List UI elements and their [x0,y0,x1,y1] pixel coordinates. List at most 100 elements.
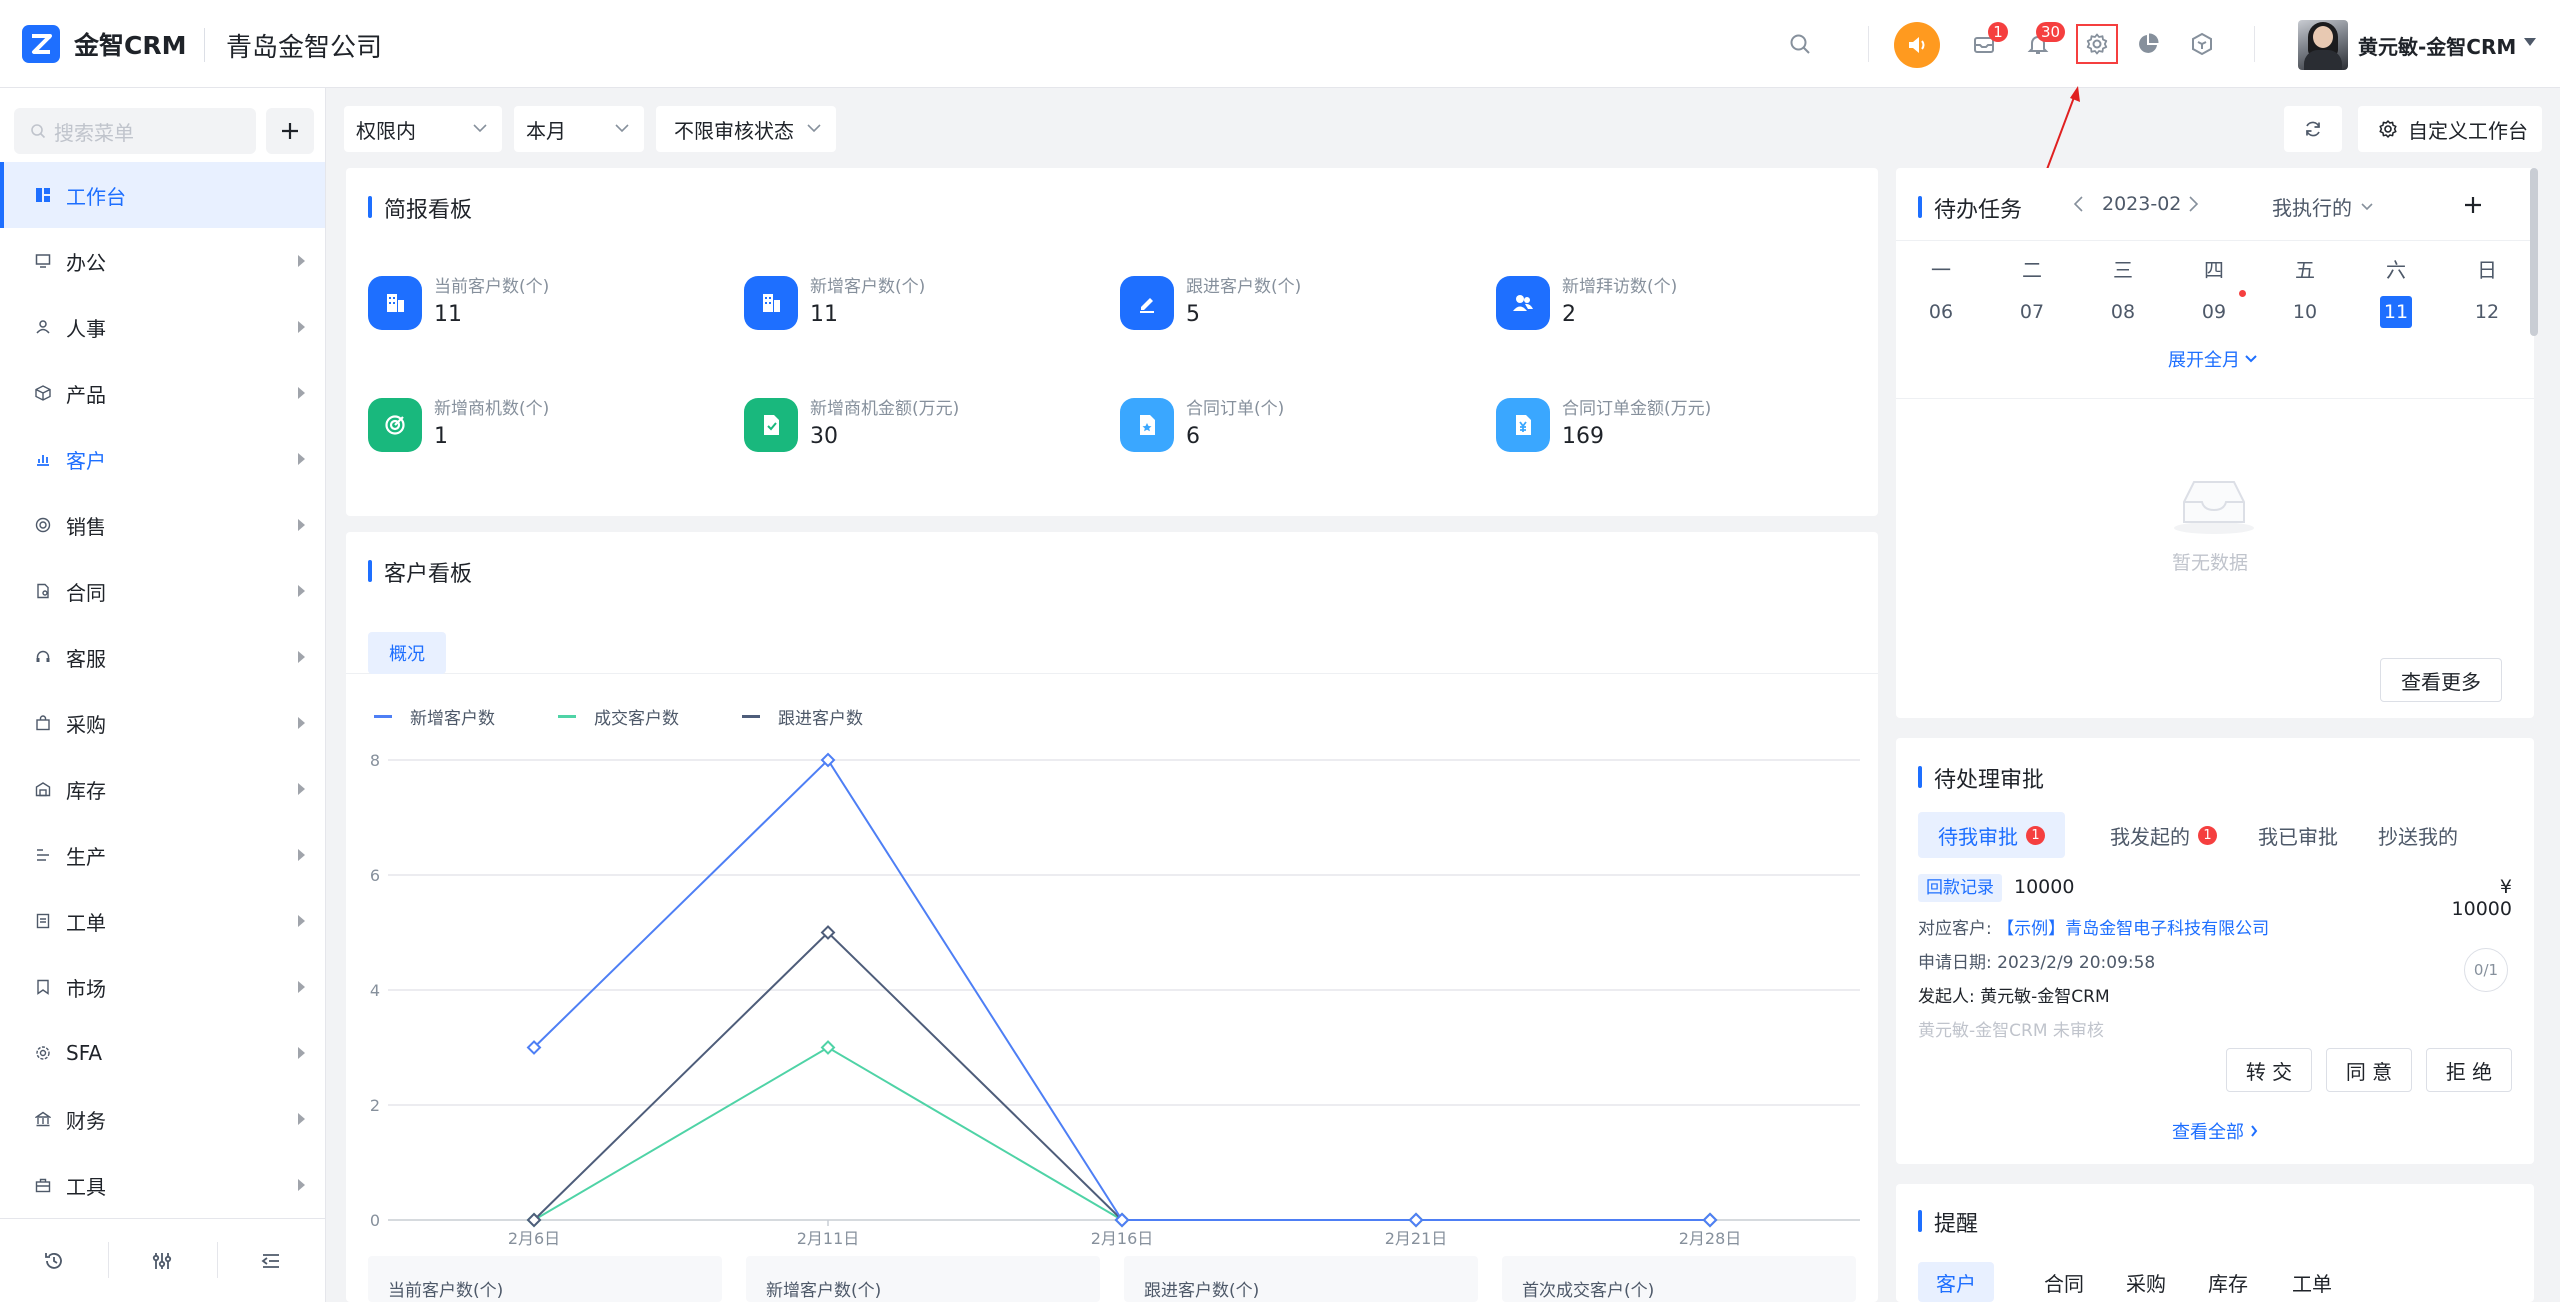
toolbox-icon [34,1176,52,1194]
tab-approved-by-me[interactable]: 我已审批 [2258,824,2338,849]
sidebar-item-production[interactable]: 生产 [0,822,325,888]
tab-badge: 1 [2198,825,2217,845]
period-select[interactable]: 本月 [514,106,644,152]
stat-new-visits[interactable]: 新增拜访数(个) 2 [1496,272,1836,352]
data-point [1408,1212,1424,1228]
weekday-fri: 五 [2295,258,2315,282]
sidebar-item-purchase[interactable]: 采购 [0,690,325,756]
dashboard-icon [34,186,52,204]
scope-select[interactable]: 权限内 [344,106,502,152]
announcement-speaker-icon[interactable] [1894,22,1940,68]
calendar-day-selected[interactable]: 11 [2380,296,2412,328]
calendar-day[interactable]: 07 [2019,301,2045,323]
adjust-sliders-icon[interactable] [108,1241,216,1278]
calendar-day[interactable]: 08 [2110,301,2136,323]
sidebar-item-contract[interactable]: 合同 [0,558,325,624]
calendar-day[interactable]: 06 [1928,301,1954,323]
tab-overview[interactable]: 概况 [368,632,446,674]
refresh-icon [2306,121,2320,137]
legend-followup-customers[interactable]: 跟进客户数 [742,704,863,729]
stat-opportunity-amount[interactable]: 新增商机金额(万元) 30 [744,394,1084,474]
audit-status-value: 不限审核状态 [674,118,794,143]
tab-cc-me[interactable]: 抄送我的 [2378,824,2458,849]
pie-chart-icon[interactable] [2130,26,2166,62]
legend-closed-customers[interactable]: 成交客户数 [558,704,679,729]
mini-card-first-deal[interactable]: 首次成交客户(个) [1502,1256,1856,1302]
sidebar-item-ticket[interactable]: 工单 [0,888,325,954]
audit-status-select[interactable]: 不限审核状态 [656,106,836,152]
stat-followup-customers[interactable]: 跟进客户数(个) 5 [1120,272,1460,352]
search-icon[interactable] [1782,26,1818,62]
sidebar-item-finance[interactable]: 财务 [0,1086,325,1152]
approvals-title: 待处理审批 [1918,762,2044,794]
view-all-link[interactable]: 查看全部 [2172,1118,2258,1144]
reminder-tab-ticket[interactable]: 工单 [2292,1272,2332,1296]
stat-new-opportunities[interactable]: 新增商机数(个) 1 [368,394,708,474]
reminder-tab-customer[interactable]: 客户 [1918,1262,1994,1302]
mini-card-current[interactable]: 当前客户数(个) [368,1256,722,1302]
avatar[interactable] [2298,20,2348,70]
data-point [526,1212,542,1228]
customize-workbench-button[interactable]: 自定义工作台 [2358,106,2542,152]
hexagon-icon[interactable] [2184,26,2220,62]
reminder-tab-inventory[interactable]: 库存 [2208,1272,2248,1296]
prev-month-icon[interactable] [2072,194,2086,214]
stat-contract-amount[interactable]: 合同订单金额(万元) 169 [1496,394,1836,474]
mini-card-new[interactable]: 新增客户数(个) [746,1256,1100,1302]
calendar-day[interactable]: 09 [2201,301,2227,323]
record-code: 10000 [2014,876,2075,898]
stat-current-customers[interactable]: 当前客户数(个) 11 [368,272,708,352]
calendar-day[interactable]: 10 [2292,301,2318,323]
sidebar-item-sfa[interactable]: SFA [0,1020,325,1086]
sidebar-item-tools[interactable]: 工具 [0,1152,325,1218]
message-inbox-icon[interactable] [1966,26,2002,62]
refresh-button[interactable] [2284,106,2342,152]
sidebar-item-market[interactable]: 市场 [0,954,325,1020]
tab-underline [346,673,1878,674]
view-more-button[interactable]: 查看更多 [2380,658,2502,702]
stat-label: 新增商机数(个) [434,399,550,419]
sidebar-item-product[interactable]: 产品 [0,360,325,426]
caret-down-icon[interactable] [2522,36,2538,48]
reminder-tab-purchase[interactable]: 采购 [2126,1272,2166,1296]
stat-new-customers[interactable]: 新增客户数(个) 11 [744,272,1084,352]
user-name[interactable]: 黄元敏-金智CRM [2358,35,2517,59]
customer-link[interactable]: 【示例】青岛金智电子科技有限公司 [1997,919,2270,939]
brand-name: 金智CRM [74,31,187,60]
stat-label: 当前客户数(个) [434,277,550,297]
y-tick-label: 0 [370,1211,380,1230]
sidebar-item-inventory[interactable]: 库存 [0,756,325,822]
expand-month-link[interactable]: 展开全月 [2168,346,2258,372]
sidebar-item-workbench[interactable]: 工作台 [0,162,325,228]
reminder-tab-contract[interactable]: 合同 [2044,1272,2084,1296]
sidebar-item-label: 人事 [66,316,106,341]
sidebar-item-label: 工作台 [66,184,126,209]
next-month-icon[interactable] [2186,194,2200,214]
menu-search-input[interactable]: 搜索菜单 [14,108,256,154]
sidebar-item-office[interactable]: 办公 [0,228,325,294]
scrollbar[interactable] [2530,168,2538,336]
add-button[interactable] [266,108,314,154]
tab-initiated-by-me[interactable]: 我发起的 1 [2110,812,2217,858]
sidebar-item-service[interactable]: 客服 [0,624,325,690]
sidebar-item-sales[interactable]: 销售 [0,492,325,558]
calendar-day[interactable]: 12 [2474,301,2500,323]
tab-pending-my-approval[interactable]: 待我审批 1 [1918,812,2065,858]
sidebar-item-hr[interactable]: 人事 [0,294,325,360]
reject-button[interactable]: 拒 绝 [2426,1048,2512,1092]
stat-contract-orders[interactable]: 合同订单(个) 6 [1120,394,1460,474]
sidebar-item-label: 生产 [66,844,106,869]
collapse-menu-icon[interactable] [216,1241,325,1278]
y-tick-label: 4 [370,981,380,1000]
legend-new-customers[interactable]: 新增客户数 [374,704,495,729]
history-icon[interactable] [0,1250,108,1272]
divider [1868,26,1869,62]
y-tick-label: 8 [370,751,380,770]
mini-card-followup[interactable]: 跟进客户数(个) [1124,1256,1478,1302]
sidebar-item-customer[interactable]: 客户 [0,426,325,492]
gear-icon[interactable] [2079,26,2115,62]
task-owner-select[interactable]: 我执行的 [2272,192,2374,221]
add-task-icon[interactable] [2462,194,2484,216]
transfer-button[interactable]: 转 交 [2226,1048,2312,1092]
approve-button[interactable]: 同 意 [2326,1048,2412,1092]
